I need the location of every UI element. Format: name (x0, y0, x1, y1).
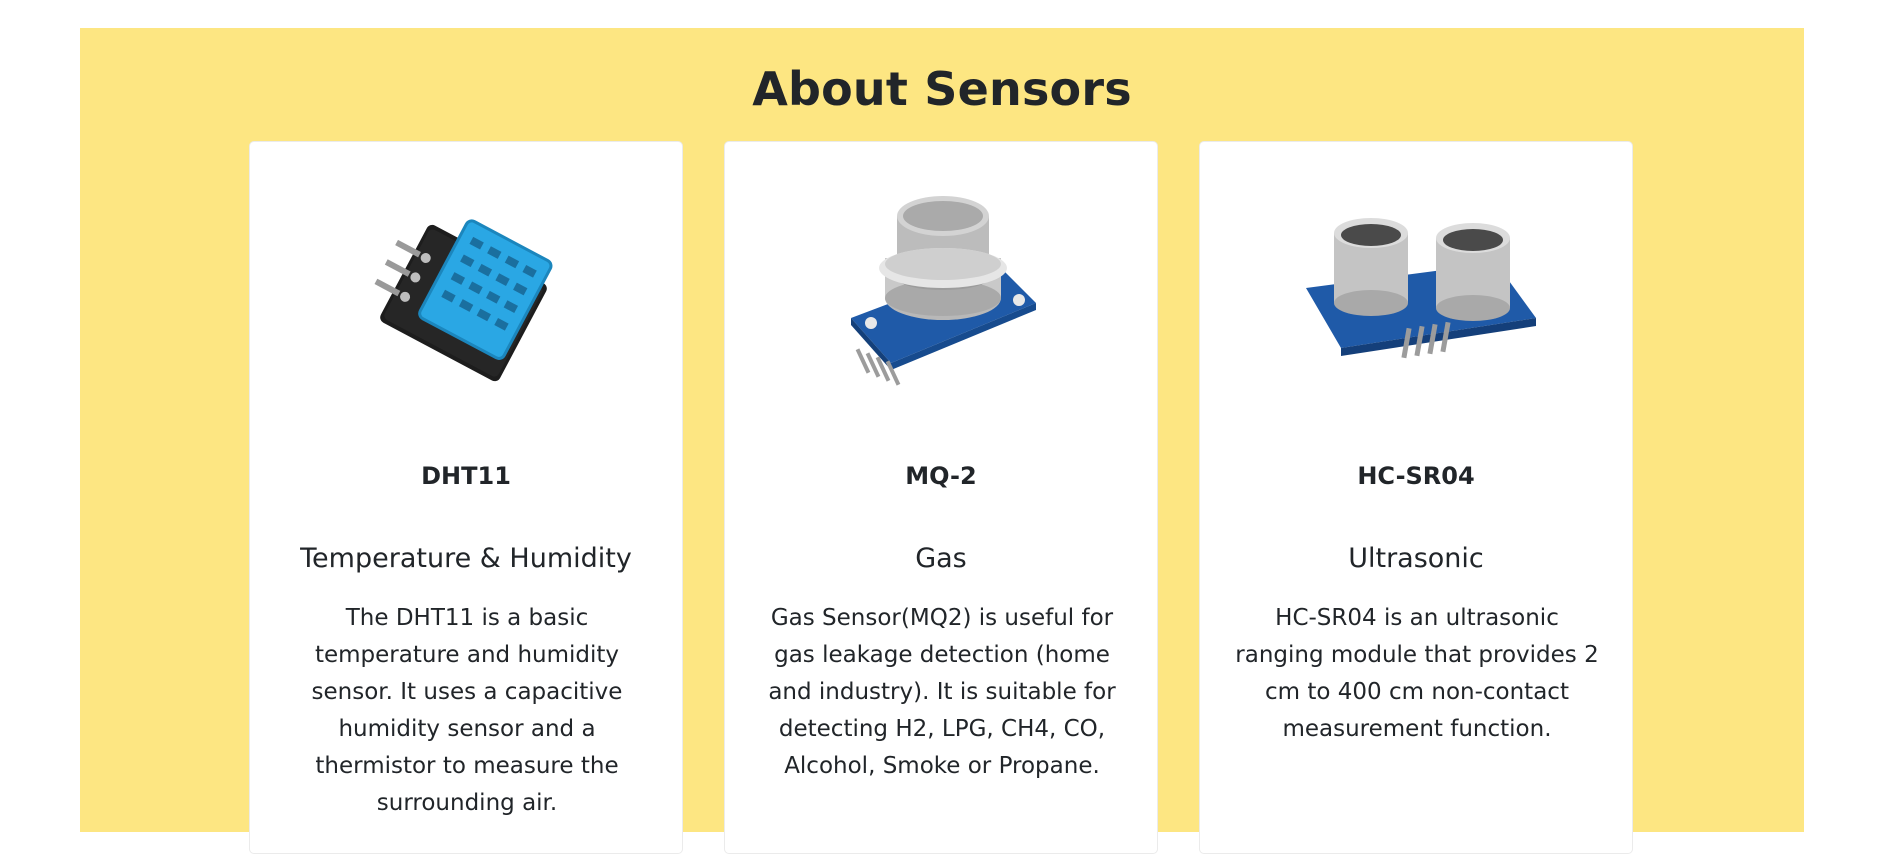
sensor-card-mq2: MQ-2 Gas Gas Sensor(MQ2) is useful for g… (724, 141, 1158, 854)
sensor-card-dht11: DHT11 Temperature & Humidity The DHT11 i… (249, 141, 683, 854)
sensor-description: The DHT11 is a basic temperature and hum… (311, 605, 623, 816)
hcsr04-sensor-image (1200, 178, 1632, 408)
sensor-type: Temperature & Humidity (300, 543, 632, 574)
mq2-sensor-image (725, 178, 1157, 408)
sensor-name: DHT11 (421, 462, 511, 490)
sensor-description: HC-SR04 is an ultrasonic ranging module … (1235, 605, 1599, 742)
sensor-type: Ultrasonic (1348, 543, 1484, 574)
sensor-description: Gas Sensor(MQ2) is useful for gas leakag… (768, 605, 1116, 779)
sensor-name: MQ-2 (905, 462, 977, 490)
dht11-sensor-image (250, 178, 682, 408)
about-sensors-section: About Sensors (80, 28, 1804, 854)
sensor-name: HC-SR04 (1357, 462, 1475, 490)
sensor-type: Gas (915, 543, 967, 574)
sensor-card-hcsr04: HC-SR04 Ultrasonic HC-SR04 is an ultraso… (1199, 141, 1633, 854)
section-title: About Sensors (752, 62, 1132, 116)
